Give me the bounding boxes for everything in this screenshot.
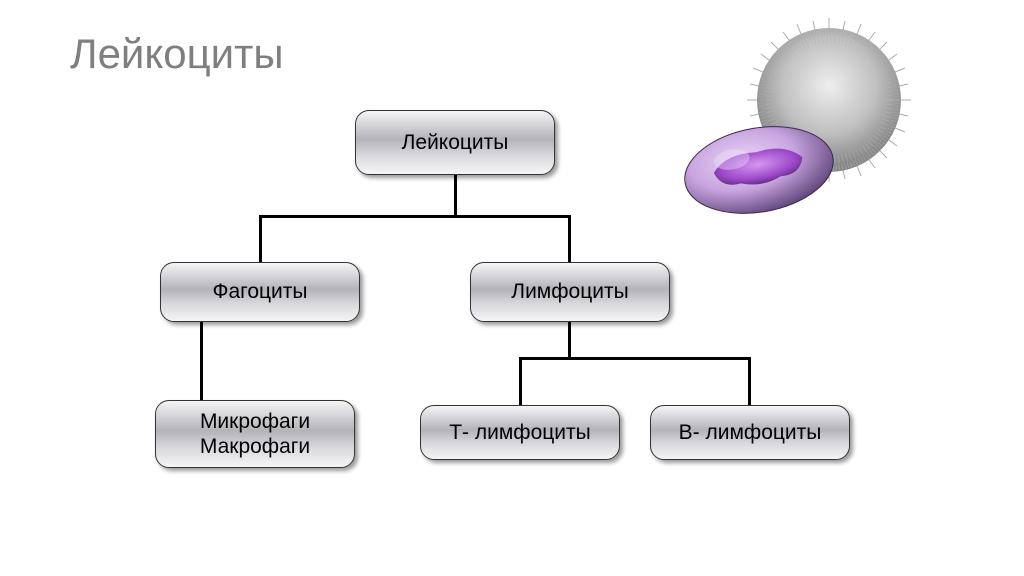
node-label: В- лимфоциты <box>679 420 822 445</box>
connector <box>568 322 571 357</box>
node-lymphocytes: Лимфоциты <box>470 262 670 322</box>
node-b-lymph: В- лимфоциты <box>650 405 850 460</box>
node-label: Т- лимфоциты <box>449 420 591 445</box>
page-title: Лейкоциты <box>70 30 284 78</box>
node-label: Лимфоциты <box>511 279 628 304</box>
connector <box>454 175 457 215</box>
connector <box>568 215 571 262</box>
connector <box>259 215 571 218</box>
cell-illustration <box>664 15 944 235</box>
node-micromacro: Микрофаги Макрофаги <box>155 400 355 468</box>
node-label: Лейкоциты <box>402 130 509 155</box>
connector <box>259 215 262 262</box>
connector <box>748 357 751 405</box>
node-label: Фагоциты <box>213 279 308 304</box>
node-t-lymph: Т- лимфоциты <box>420 405 620 460</box>
connector <box>519 357 751 360</box>
connector <box>519 357 522 405</box>
connector <box>200 322 203 400</box>
node-label: Микрофаги Макрофаги <box>200 409 310 459</box>
node-phagocytes: Фагоциты <box>160 262 360 322</box>
node-root: Лейкоциты <box>355 110 555 175</box>
